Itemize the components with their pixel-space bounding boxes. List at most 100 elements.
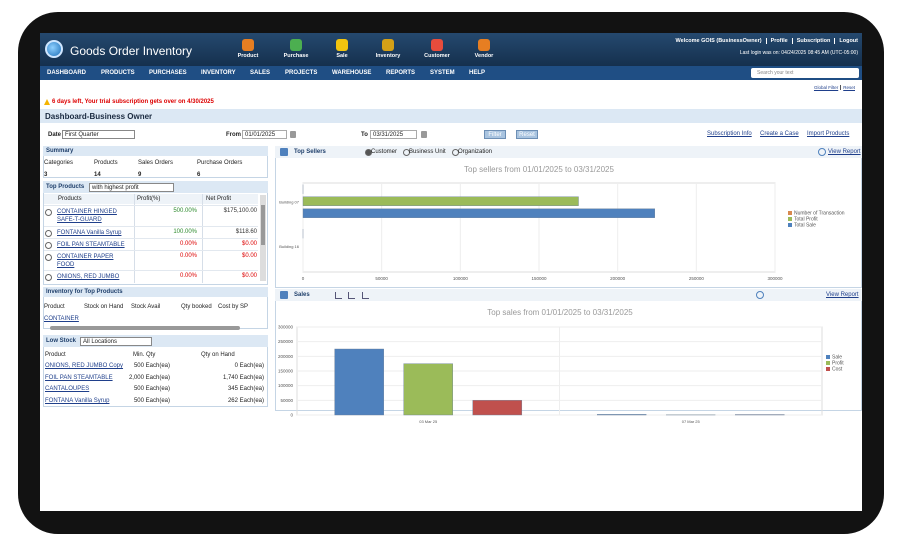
category-label: 07 Mar 25: [682, 419, 701, 424]
quick-link-icon[interactable]: [382, 39, 394, 51]
row-divider: [44, 226, 258, 227]
filter-link[interactable]: Global Filter: [813, 85, 839, 90]
panel-header: [275, 289, 862, 301]
nav-item[interactable]: REPORTS: [386, 70, 416, 76]
quick-link[interactable]: Purchase: [283, 53, 309, 59]
location-select[interactable]: All Locations: [80, 337, 152, 346]
stock-product[interactable]: FOIL PAN STEAMTABLE: [45, 375, 113, 381]
radio[interactable]: [45, 209, 52, 216]
quick-link-icon[interactable]: [431, 39, 443, 51]
product-name[interactable]: FONTANA Vanilla Syrup: [57, 230, 122, 236]
filter-link[interactable]: Reset: [840, 85, 855, 90]
nav-item[interactable]: SYSTEM: [430, 70, 455, 76]
net-profit: $0.00: [241, 241, 257, 247]
user-link[interactable]: Logout: [834, 38, 858, 44]
action-link[interactable]: Subscription Info: [707, 131, 752, 137]
panel-title: Top Sellers: [294, 149, 326, 155]
panel-title: Inventory for Top Products: [46, 289, 123, 295]
scroll-thumb[interactable]: [261, 205, 265, 245]
radio[interactable]: [45, 254, 52, 261]
inventory-product[interactable]: CONTAINER: [44, 316, 79, 322]
column-header: Qty on Hand: [201, 352, 235, 358]
quick-link[interactable]: Inventory: [375, 53, 401, 59]
product-name[interactable]: FOIL PAN STEAMTABLE: [57, 242, 125, 248]
nav-item[interactable]: PROJECTS: [285, 70, 318, 76]
product-name[interactable]: ONIONS, RED JUMBO: [57, 274, 120, 280]
h-scrollbar[interactable]: [50, 326, 240, 330]
seller-option[interactable]: Organization: [458, 149, 493, 155]
panel-title: Top Products: [46, 184, 85, 190]
alert-text: 6 days left, Your trial subscription get…: [52, 99, 214, 105]
radio[interactable]: [403, 149, 410, 156]
profit-percent: 500.00%: [173, 208, 197, 214]
nav-item[interactable]: DASHBOARD: [47, 70, 86, 76]
column-header: Net Profit: [206, 196, 232, 202]
to-input[interactable]: 03/31/2025: [370, 130, 417, 139]
nav-item[interactable]: SALES: [250, 70, 271, 76]
seller-option[interactable]: Business Unit: [409, 149, 446, 155]
seller-option[interactable]: Customer: [371, 149, 398, 155]
radio[interactable]: [45, 242, 52, 249]
quick-link[interactable]: Product: [237, 53, 259, 59]
view-report[interactable]: View Report: [828, 149, 861, 155]
quick-link-icon[interactable]: [478, 39, 490, 51]
action-link[interactable]: Import Products: [807, 131, 850, 137]
column-header: Qty booked: [181, 304, 212, 310]
radio[interactable]: [45, 274, 52, 281]
user-link[interactable]: Subscription: [791, 38, 830, 44]
radio[interactable]: [365, 149, 372, 156]
from-input[interactable]: 01/01/2025: [242, 130, 287, 139]
refresh-icon[interactable]: [818, 148, 826, 156]
product-name[interactable]: CONTAINER PAPER FOOD: [57, 254, 114, 268]
calendar-icon[interactable]: [290, 131, 296, 138]
radio[interactable]: [452, 149, 459, 156]
y-tick-label: 50000: [280, 398, 293, 403]
nav-item[interactable]: HELP: [469, 70, 486, 76]
quick-link[interactable]: Sale: [336, 53, 348, 59]
filter-button[interactable]: Reset: [516, 130, 538, 139]
nav-item[interactable]: PURCHASES: [149, 70, 187, 76]
date-select[interactable]: First Quarter: [62, 130, 135, 139]
quick-link-icon[interactable]: [290, 39, 302, 51]
row-divider: [44, 270, 258, 271]
calendar-icon[interactable]: [421, 131, 427, 138]
legend-label: Sale: [832, 355, 842, 361]
quick-link[interactable]: Vendor: [474, 53, 494, 59]
user-link[interactable]: Profile: [765, 38, 788, 44]
x-tick-label: 200000: [610, 276, 626, 281]
stock-product[interactable]: CANTALOUPES: [45, 386, 90, 392]
chart-type-icon[interactable]: [335, 292, 342, 299]
view-report[interactable]: View Report: [826, 292, 859, 298]
product-name[interactable]: CONTAINER HINGED SAFE-T-GUARD: [57, 209, 117, 223]
bar: [302, 208, 655, 218]
net-profit: $0.00: [241, 253, 257, 259]
quick-link[interactable]: Customer: [424, 53, 450, 59]
profit-select[interactable]: with highest profit: [89, 183, 174, 192]
min-qty: 2,000 Each(ea): [128, 375, 170, 381]
stock-product[interactable]: ONIONS, RED JUMBO Copy: [45, 363, 124, 369]
summary-column: Sales Orders: [138, 160, 174, 166]
quick-link-icon[interactable]: [242, 39, 254, 51]
summary-column: Categories: [44, 160, 74, 166]
stock-product[interactable]: FONTANA Vanilla Syrup: [45, 398, 110, 404]
profit-percent: 100.00%: [173, 229, 197, 235]
refresh-icon[interactable]: [756, 291, 764, 299]
chart-type-icon[interactable]: [362, 292, 369, 299]
x-tick-label: 50000: [375, 276, 388, 281]
date-label: Date: [48, 132, 62, 138]
nav-item[interactable]: PRODUCTS: [101, 70, 135, 76]
quick-link-icon[interactable]: [336, 39, 348, 51]
radio[interactable]: [45, 230, 52, 237]
chart-type-icon[interactable]: [348, 292, 355, 299]
chart-title: Top sellers from 01/01/2025 to 03/31/202…: [464, 165, 614, 174]
bar: [334, 348, 384, 416]
action-link[interactable]: Create a Case: [760, 131, 799, 137]
column-header: Stock on Hand: [84, 304, 124, 310]
nav-item[interactable]: INVENTORY: [201, 70, 236, 76]
qty-on-hand: 1,740 Each(ea): [222, 375, 264, 381]
filter-button[interactable]: Filter: [484, 130, 506, 139]
row-divider: [44, 238, 258, 239]
search-box[interactable]: Search your text: [751, 68, 859, 78]
nav-item[interactable]: WAREHOUSE: [332, 70, 372, 76]
